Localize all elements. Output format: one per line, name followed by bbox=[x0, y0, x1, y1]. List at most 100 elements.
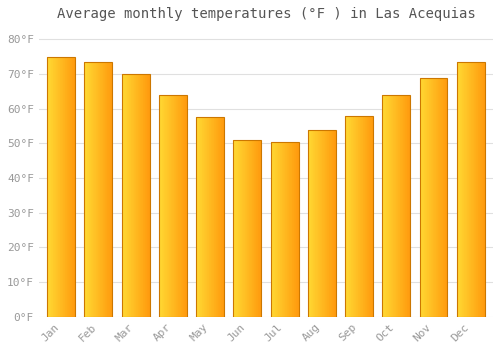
Bar bbox=[55, 57, 56, 317]
Bar bbox=[198, 118, 199, 317]
Bar bbox=[72, 57, 73, 317]
Bar bbox=[260, 140, 262, 317]
Bar bbox=[137, 74, 138, 317]
Bar bbox=[372, 116, 373, 317]
Bar bbox=[47, 57, 48, 317]
Bar bbox=[110, 62, 111, 317]
Bar bbox=[163, 95, 164, 317]
Bar bbox=[291, 142, 292, 317]
Bar bbox=[68, 57, 69, 317]
Bar bbox=[481, 62, 482, 317]
Bar bbox=[56, 57, 57, 317]
Bar bbox=[197, 118, 198, 317]
Bar bbox=[358, 116, 359, 317]
Bar bbox=[384, 95, 385, 317]
Bar bbox=[346, 116, 347, 317]
Bar bbox=[315, 130, 316, 317]
Bar bbox=[139, 74, 140, 317]
Bar bbox=[459, 62, 460, 317]
Bar bbox=[277, 142, 278, 317]
Bar bbox=[246, 140, 248, 317]
Bar bbox=[250, 140, 251, 317]
Bar bbox=[401, 95, 402, 317]
Bar bbox=[239, 140, 240, 317]
Bar bbox=[461, 62, 462, 317]
Bar bbox=[425, 78, 426, 317]
Bar bbox=[463, 62, 464, 317]
Bar bbox=[122, 74, 150, 317]
Bar bbox=[474, 62, 475, 317]
Bar bbox=[285, 142, 286, 317]
Bar bbox=[290, 142, 291, 317]
Bar bbox=[476, 62, 477, 317]
Bar bbox=[87, 62, 88, 317]
Bar bbox=[92, 62, 93, 317]
Bar bbox=[173, 95, 174, 317]
Bar bbox=[147, 74, 148, 317]
Bar bbox=[162, 95, 163, 317]
Bar bbox=[142, 74, 144, 317]
Bar bbox=[423, 78, 424, 317]
Bar bbox=[63, 57, 64, 317]
Bar bbox=[284, 142, 285, 317]
Bar bbox=[360, 116, 361, 317]
Bar bbox=[98, 62, 99, 317]
Bar bbox=[278, 142, 279, 317]
Bar bbox=[404, 95, 406, 317]
Bar bbox=[366, 116, 368, 317]
Bar bbox=[133, 74, 134, 317]
Bar bbox=[296, 142, 297, 317]
Title: Average monthly temperatures (°F ) in Las Acequias: Average monthly temperatures (°F ) in La… bbox=[56, 7, 476, 21]
Bar bbox=[422, 78, 423, 317]
Bar bbox=[47, 57, 75, 317]
Bar bbox=[52, 57, 53, 317]
Bar bbox=[354, 116, 355, 317]
Bar bbox=[60, 57, 61, 317]
Bar bbox=[161, 95, 162, 317]
Bar bbox=[58, 57, 59, 317]
Bar bbox=[297, 142, 298, 317]
Bar bbox=[181, 95, 182, 317]
Bar bbox=[50, 57, 51, 317]
Bar bbox=[165, 95, 166, 317]
Bar bbox=[237, 140, 238, 317]
Bar bbox=[385, 95, 386, 317]
Bar bbox=[196, 118, 224, 317]
Bar bbox=[309, 130, 310, 317]
Bar bbox=[370, 116, 371, 317]
Bar bbox=[314, 130, 315, 317]
Bar bbox=[345, 116, 373, 317]
Bar bbox=[308, 130, 309, 317]
Bar bbox=[202, 118, 203, 317]
Bar bbox=[437, 78, 438, 317]
Bar bbox=[95, 62, 96, 317]
Bar bbox=[164, 95, 165, 317]
Bar bbox=[69, 57, 70, 317]
Bar bbox=[457, 62, 484, 317]
Bar bbox=[141, 74, 142, 317]
Bar bbox=[322, 130, 323, 317]
Bar bbox=[127, 74, 128, 317]
Bar bbox=[334, 130, 335, 317]
Bar bbox=[464, 62, 465, 317]
Bar bbox=[274, 142, 275, 317]
Bar bbox=[93, 62, 94, 317]
Bar bbox=[308, 130, 336, 317]
Bar bbox=[428, 78, 430, 317]
Bar bbox=[333, 130, 334, 317]
Bar bbox=[324, 130, 326, 317]
Bar bbox=[468, 62, 469, 317]
Bar bbox=[107, 62, 108, 317]
Bar bbox=[148, 74, 149, 317]
Bar bbox=[281, 142, 282, 317]
Bar bbox=[356, 116, 357, 317]
Bar bbox=[130, 74, 132, 317]
Bar bbox=[200, 118, 201, 317]
Bar bbox=[248, 140, 250, 317]
Bar bbox=[433, 78, 434, 317]
Bar bbox=[348, 116, 349, 317]
Bar bbox=[109, 62, 110, 317]
Bar bbox=[128, 74, 130, 317]
Bar bbox=[363, 116, 364, 317]
Bar bbox=[426, 78, 427, 317]
